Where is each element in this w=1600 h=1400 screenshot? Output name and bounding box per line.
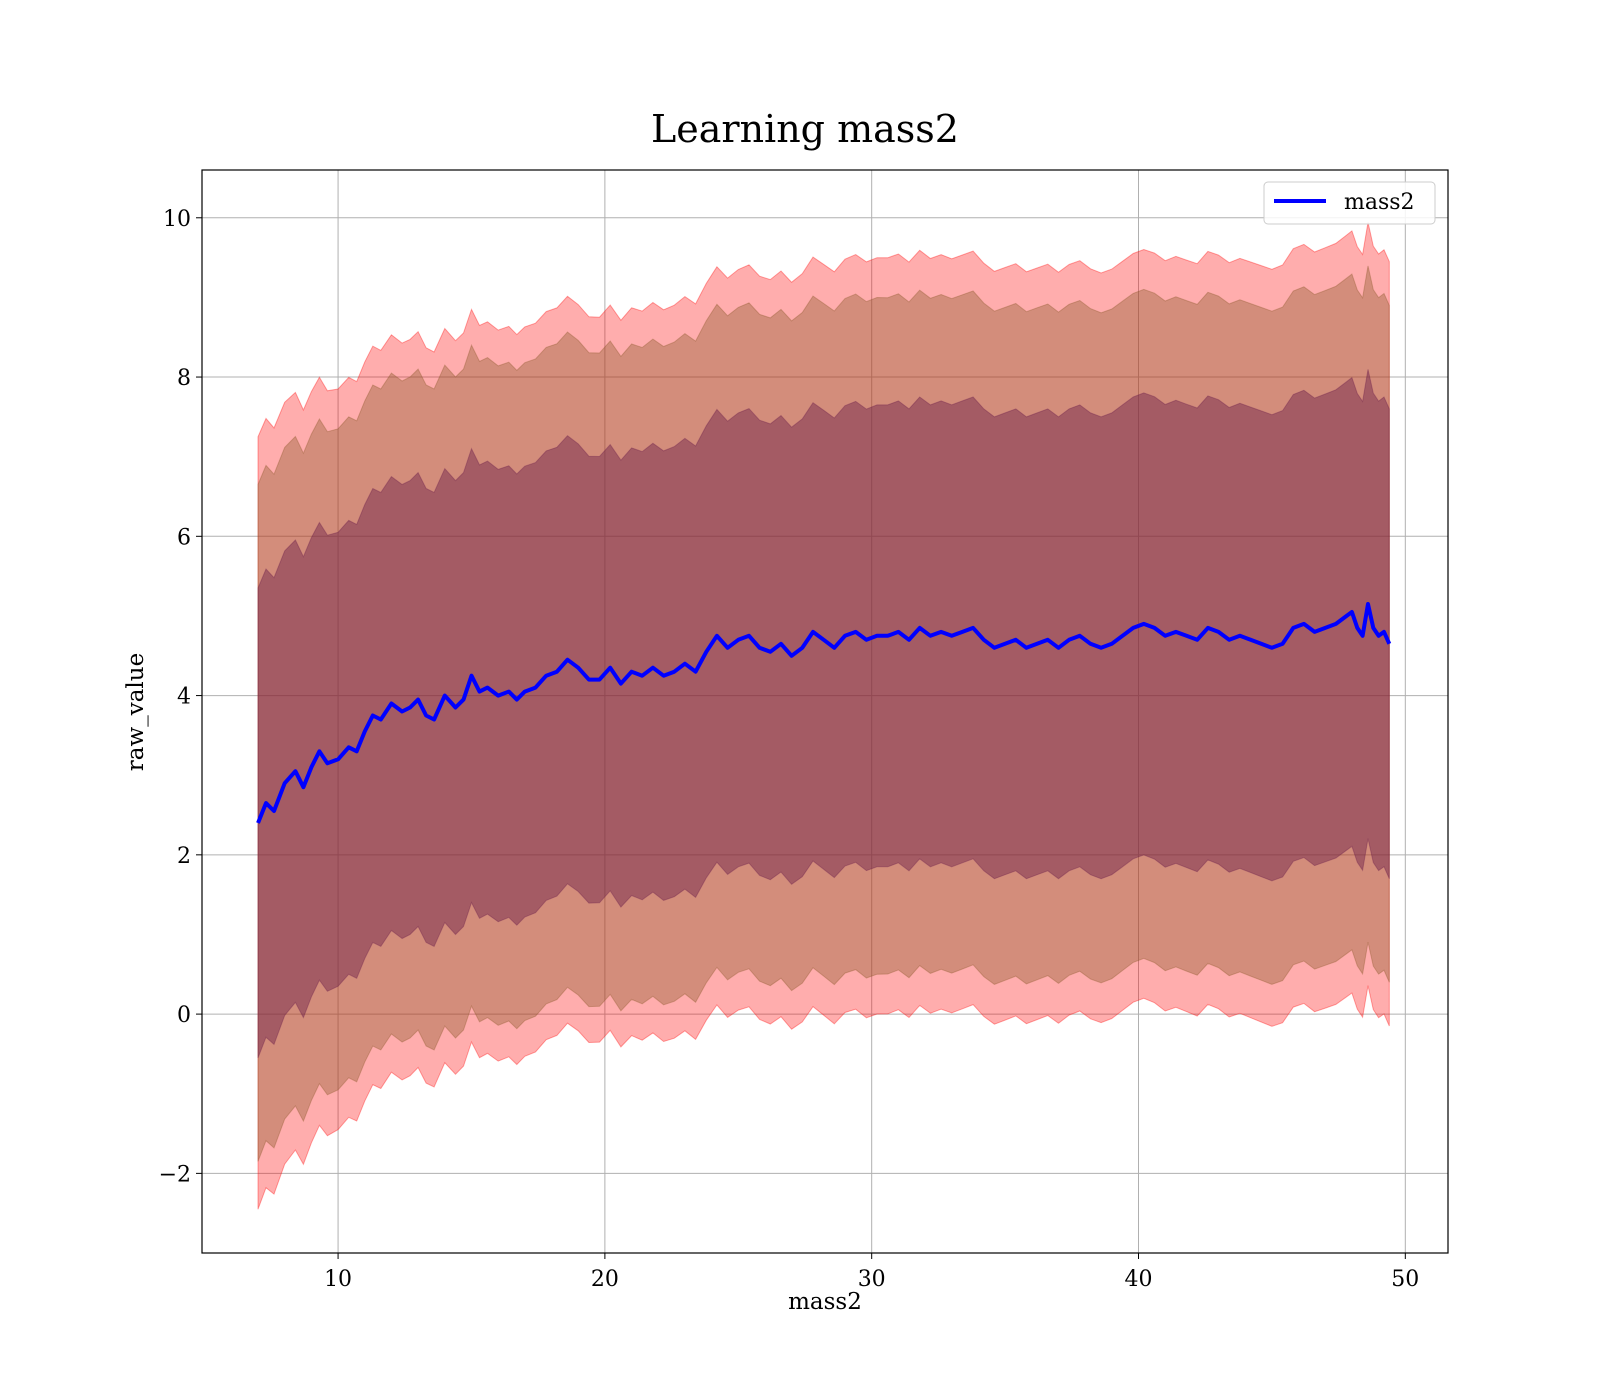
y-tick-label: −2: [159, 1162, 191, 1187]
y-tick-label: 2: [177, 844, 191, 869]
x-tick-label: 50: [1391, 1267, 1419, 1292]
plot-background: [202, 170, 1448, 1253]
series-layer: [256, 602, 1392, 824]
plot-area: [201, 169, 1449, 1254]
x-tick-label: 30: [858, 1267, 886, 1292]
chart-title: Learning mass2: [651, 107, 959, 151]
legend-box: [1263, 181, 1436, 225]
grid: [202, 170, 1448, 1253]
y-tick-label: 8: [177, 366, 191, 391]
y-axis-label: raw_value: [123, 653, 149, 771]
y-tick-label: 4: [177, 685, 191, 710]
x-tick-label: 20: [591, 1267, 619, 1292]
plot-frame: [201, 169, 1449, 1254]
y-axis-ticks: −2 0 2 4 6 8 10: [159, 207, 202, 1187]
band-inner: [257, 369, 1390, 1059]
legend: mass2: [1263, 181, 1436, 225]
y-tick-label: 0: [177, 1003, 191, 1028]
band-middle: [257, 265, 1390, 1162]
y-tick-label: 10: [163, 207, 191, 232]
y-tick-label: 6: [177, 525, 191, 550]
x-axis-ticks: 10 20 30 40 50: [324, 1253, 1419, 1292]
x-axis-label: mass2: [788, 1289, 862, 1315]
confidence-bands: [257, 222, 1390, 1210]
legend-label-mass2: mass2: [1344, 190, 1415, 215]
x-tick-label: 40: [1125, 1267, 1153, 1292]
series-line-mass2: [256, 602, 1392, 824]
band-outer: [257, 222, 1390, 1210]
x-tick-label: 10: [324, 1267, 352, 1292]
